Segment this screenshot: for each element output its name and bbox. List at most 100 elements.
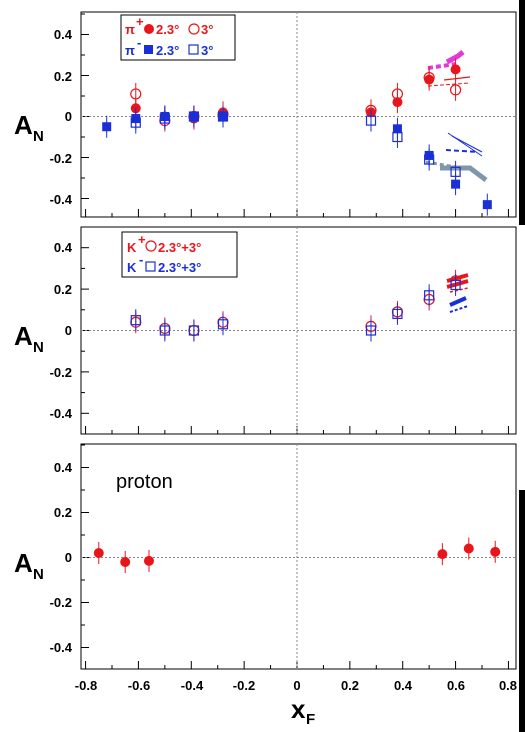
legend-marker-open-square bbox=[145, 261, 156, 272]
data-point bbox=[130, 117, 141, 128]
data-point bbox=[159, 113, 170, 124]
data-point bbox=[391, 88, 404, 100]
legend-marker-filled-circle bbox=[144, 24, 154, 34]
data-marks bbox=[93, 537, 501, 573]
legend-frame bbox=[120, 14, 236, 61]
theory-curve-red-dash bbox=[449, 287, 469, 293]
theory-curve-magenta bbox=[445, 50, 465, 65]
legend-particle: K bbox=[127, 240, 137, 255]
legend-marker-open-circle bbox=[188, 23, 200, 35]
legend: K + 2.3°+3° K - 2.3°+3° bbox=[121, 231, 238, 278]
xtick-label: -0.4 bbox=[181, 678, 204, 693]
panel-annotation: proton bbox=[116, 471, 173, 493]
edge-bar-top bbox=[519, 0, 525, 225]
ytick-label: -0.4 bbox=[50, 640, 73, 655]
legend-charge: - bbox=[137, 35, 141, 50]
y-axis-label: A bbox=[14, 110, 33, 140]
legend-frame bbox=[121, 231, 238, 278]
theory-curve-blue-2 bbox=[451, 135, 483, 153]
theory-curve-red bbox=[443, 76, 471, 81]
panel-pion: 0.4 0.2 0 -0.2 -0.4 A N π + 2.3° 3° π - … bbox=[14, 11, 517, 218]
y-axis-label-sub: N bbox=[33, 566, 44, 583]
data-point bbox=[120, 557, 131, 567]
theory-curve-magenta-dash bbox=[427, 62, 457, 70]
y-axis-label: A bbox=[14, 321, 33, 351]
legend-charge: + bbox=[136, 14, 144, 29]
xtick-label: 0.2 bbox=[341, 678, 359, 693]
data-point bbox=[217, 111, 229, 122]
x-axis-label: x bbox=[291, 694, 306, 724]
legend-marker-filled-square bbox=[144, 45, 153, 54]
data-point bbox=[424, 154, 435, 165]
data-marks bbox=[102, 58, 492, 216]
data-point bbox=[490, 546, 501, 557]
y-axis-label-sub: N bbox=[33, 128, 44, 145]
data-marks bbox=[130, 269, 462, 342]
ytick-label: 0 bbox=[65, 323, 72, 338]
ytick-label: 0 bbox=[65, 109, 72, 124]
panel-kaon: 0.4 0.2 0 -0.2 -0.4 A N K + 2.3°+3° K - … bbox=[14, 226, 517, 435]
ytick-label: 0.4 bbox=[54, 460, 73, 475]
data-point bbox=[392, 308, 403, 320]
legend-label: 3° bbox=[201, 22, 213, 37]
data-point bbox=[365, 325, 377, 336]
ytick-label: -0.4 bbox=[50, 192, 73, 207]
data-point bbox=[463, 543, 474, 554]
ytick-label: 0.4 bbox=[54, 240, 73, 255]
panel-frame bbox=[80, 11, 517, 218]
x-axis-label-sub: F bbox=[306, 711, 315, 728]
data-point bbox=[93, 548, 104, 558]
theory-curve-red-dash bbox=[427, 82, 471, 87]
panel-proton: 0.4 0.2 0 -0.2 -0.4 A N proton -0.8 -0.6… bbox=[14, 443, 517, 728]
data-point bbox=[159, 325, 170, 336]
data-point bbox=[188, 111, 200, 122]
legend-marker-open-circle bbox=[145, 240, 157, 252]
xtick-label: -0.6 bbox=[128, 678, 150, 693]
ytick-label: -0.4 bbox=[50, 406, 73, 421]
legend-particle: π bbox=[125, 43, 135, 58]
data-point bbox=[450, 64, 461, 75]
data-point bbox=[130, 88, 142, 100]
theory-curve-blue-dash bbox=[449, 305, 469, 313]
xtick-label: 0.8 bbox=[499, 678, 517, 693]
ytick-label: 0.2 bbox=[54, 282, 72, 297]
data-point bbox=[130, 315, 141, 326]
legend-particle: π bbox=[125, 22, 135, 37]
ytick-label: 0 bbox=[65, 550, 72, 565]
y-axis-label-sub: N bbox=[33, 339, 44, 356]
legend-marker-open-square bbox=[188, 44, 199, 55]
data-point bbox=[188, 325, 200, 336]
legend-charge: + bbox=[138, 232, 146, 247]
legend-label: 2.3° bbox=[156, 22, 179, 37]
xtick-label: 0.6 bbox=[447, 678, 465, 693]
data-point bbox=[143, 555, 154, 566]
xtick-label: -0.8 bbox=[75, 678, 97, 693]
data-point bbox=[451, 179, 461, 189]
legend-label: 2.3°+3° bbox=[158, 240, 201, 255]
legend-charge: - bbox=[139, 252, 143, 267]
legend-particle: K bbox=[127, 260, 137, 275]
xtick-label: 0 bbox=[293, 678, 300, 693]
ytick-label: 0.4 bbox=[54, 27, 73, 42]
data-point bbox=[392, 131, 403, 143]
data-point bbox=[217, 319, 229, 330]
ytick-label: 0.2 bbox=[54, 505, 72, 520]
data-point bbox=[450, 166, 461, 177]
ytick-label: -0.2 bbox=[50, 151, 72, 166]
data-point bbox=[423, 71, 435, 84]
ytick-label: 0.2 bbox=[54, 69, 72, 84]
data-point bbox=[449, 84, 462, 96]
legend-label: 2.3°+3° bbox=[158, 260, 201, 275]
ytick-label: -0.2 bbox=[50, 365, 72, 380]
edge-bar-bottom bbox=[519, 490, 525, 732]
theory-curve-slate bbox=[440, 165, 488, 182]
theory-curve-blue-thick bbox=[449, 296, 467, 307]
data-point bbox=[365, 115, 377, 126]
legend-label: 2.3° bbox=[156, 43, 179, 58]
legend: π + 2.3° 3° π - 2.3° 3° bbox=[120, 14, 236, 61]
theory-curve-blue-dash bbox=[445, 149, 479, 153]
ytick-label: -0.2 bbox=[50, 595, 72, 610]
theory-curves bbox=[425, 50, 488, 182]
data-point bbox=[102, 122, 112, 132]
